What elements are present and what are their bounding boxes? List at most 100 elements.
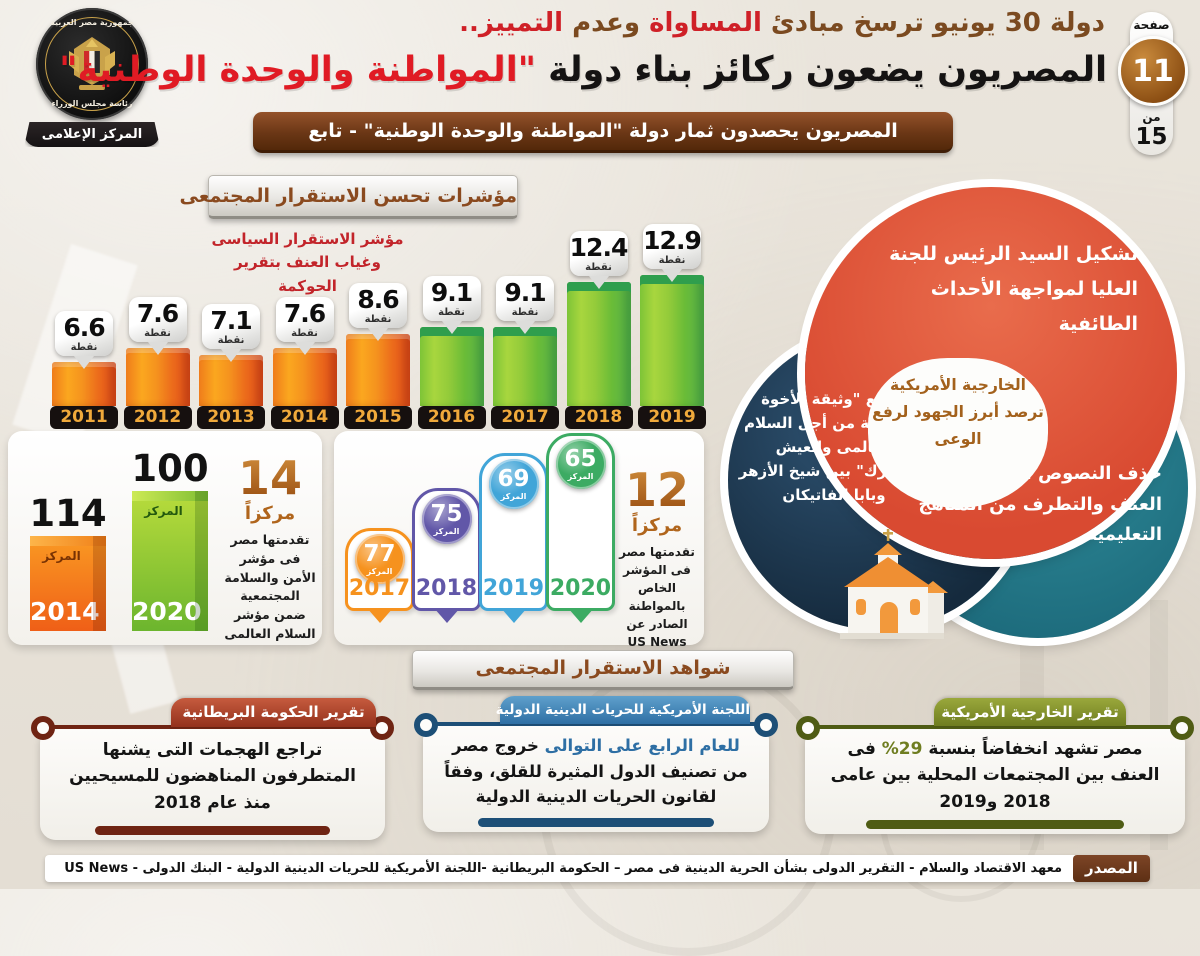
peace-year-2020: 2020 (132, 597, 202, 626)
block-topline (50, 725, 375, 729)
logo-country-text: جمهورية مصر العربية (50, 18, 134, 27)
current-page-circle: 11 (1118, 36, 1188, 106)
bar-2013: 7.1 نقطة 2013 (197, 304, 265, 429)
bar-value: 7.1 (210, 306, 252, 335)
value-callout: 9.1 نقطة (496, 276, 554, 334)
rank-label: المركز (366, 566, 393, 576)
venn-diagram: تشكيل السيد الرئيس للجنة العليا لمواجهة … (710, 175, 1200, 675)
venn-center-text: الخارجية الأمريكية ترصد أبرز الجهود لرفع… (868, 358, 1048, 508)
bar-value: 12.9 (643, 226, 702, 255)
value-callout: 7.1 نقطة (202, 304, 260, 362)
bar-2019: 12.9 نقطة 2019 (638, 224, 706, 429)
rank-label: المركز (42, 549, 81, 563)
peace-note-number: 14 (224, 455, 316, 501)
bar-value: 9.1 (504, 278, 546, 307)
logo-cabinet-text: رئاسة مجلس الوزراء (51, 99, 133, 108)
peace-note-text: تقدمتها مصر فى مؤشر الأمن والسلامة المجت… (224, 532, 316, 641)
peace-index-panel: 114 المركز 2014 100 المركز 2020 14 مركزا… (8, 431, 322, 645)
peace-value-2014: 114 (29, 492, 107, 535)
value-callout: 9.1 نقطة (422, 276, 481, 334)
rank-column-2019: 69 المركز 2019 (479, 453, 548, 611)
bar-year: 2018 (564, 406, 633, 429)
value-callout: 8.6 نقطة (349, 283, 407, 341)
bar-2016: 9.1 نقطة 2016 (417, 276, 486, 429)
eagle-emblem-icon (69, 37, 115, 90)
page-word: صفحة (1133, 18, 1170, 32)
rank-column-2017: 77 المركز 2017 (345, 528, 414, 611)
rank-year: 2019 (482, 576, 545, 601)
evidence-banner: شواهد الاستقرار المجتمعى (412, 650, 794, 690)
bar-unit: نقطة (144, 328, 171, 339)
bar-shaft (199, 355, 263, 406)
bar-value: 12.4 (569, 233, 629, 262)
value-callout: 7.6 نقطة (275, 297, 334, 355)
peace-value-2020: 100 (131, 447, 209, 490)
venn-top-text: تشكيل السيد الرئيس للجنة العليا لمواجهة … (889, 243, 1138, 336)
bar-year: 2019 (638, 406, 706, 429)
bar-2017: 9.1 نقطة 2017 (491, 276, 559, 429)
rank-label: المركز (433, 526, 460, 536)
bar-year: 2011 (50, 406, 118, 429)
rank-column-2018: 75 المركز 2018 (412, 488, 481, 611)
bar-unit: نقطة (70, 342, 98, 353)
bar-2015: 8.6 نقطة 2015 (344, 283, 412, 429)
rank-value: 65 (564, 445, 597, 472)
value-callout: 12.4 نقطة (569, 231, 629, 289)
bar-value: 7.6 (283, 299, 326, 328)
rank-label: المركز (500, 491, 527, 501)
bar-2018: 12.4 نقطة 2018 (564, 231, 633, 429)
ring-icon (1170, 716, 1194, 740)
peace-note-unit: مركزاً (244, 503, 296, 524)
bar-shaft (419, 327, 484, 406)
citizenship-note: 12 مركزاً تقدمتها مصر فى المؤشر الخاص با… (616, 467, 698, 651)
bar-shaft (346, 334, 410, 406)
ring-icon (754, 713, 778, 737)
bar-value: 6.6 (63, 313, 105, 342)
government-logo: جمهورية مصر العربية رئاسة مجلس الوزراء (36, 8, 148, 120)
evidence-block-uscirf: للعام الرابع على التوالى خروج مصر من تصن… (414, 713, 778, 832)
citizenship-note-unit: مركزاً (631, 515, 683, 536)
bar-value: 7.6 (136, 299, 179, 328)
source-bar: المصدر معهد الاقتصاد والسلام - التقرير ا… (45, 855, 1150, 882)
bar-2011: 6.6 نقطة 2011 (50, 311, 118, 429)
bar-year: 2016 (417, 406, 486, 429)
value-callout: 12.9 نقطة (643, 224, 702, 282)
citizenship-panel: 77 المركز 2017 75 المركز 2018 69 المركز 2019 65 ال… (334, 431, 704, 649)
evidence-tab-uk: تقرير الحكومة البريطانية (171, 698, 376, 727)
rank-value: 77 (363, 540, 396, 567)
bar-year: 2015 (344, 406, 412, 429)
value-callout: 6.6 نقطة (55, 311, 113, 369)
bar-unit: نقطة (511, 307, 539, 318)
rank-year: 2020 (549, 576, 612, 601)
evidence-block-us-state: مصر تشهد انخفاضاً بنسبة 29% فى العنف بين… (796, 716, 1194, 834)
evidence-tab-us-state: تقرير الخارجية الأمريكية (934, 698, 1126, 726)
bar-unit: نقطة (291, 328, 318, 339)
ring-icon (796, 716, 820, 740)
main-bar-chart-bars: 6.6 نقطة 2011 7.6 نقطة 2012 7.1 نقطة 2013 7.6 نقطة… (50, 202, 712, 429)
ring-icon (370, 716, 394, 740)
evidence-tab-uscirf: اللجنة الأمريكية للحريات الدينية الدولية (496, 696, 750, 724)
bar-shaft (52, 362, 116, 406)
page-title: المصريون يضعون ركائز بناء دولة "المواطنة… (59, 50, 1107, 90)
rank-badge: 69 المركز (488, 459, 539, 509)
kicker-line: دولة 30 يونيو ترسخ مبادئ المساواة وعدم ا… (459, 8, 1105, 38)
bar-shaft (493, 327, 557, 406)
ring-icon (31, 716, 55, 740)
citizenship-note-number: 12 (616, 467, 698, 513)
rank-value: 75 (430, 500, 463, 527)
bar-value: 8.6 (357, 285, 399, 314)
chart-subtitle: مؤشر الاستقرار السياسى وغياب العنف بتقرير… (211, 230, 404, 295)
of-word: من (1142, 110, 1161, 124)
church-icon (840, 529, 948, 639)
peace-bar-2020: 100 المركز 2020 (131, 450, 209, 631)
bar-unit: نقطة (438, 307, 465, 318)
bar-unit: نقطة (658, 255, 686, 266)
peace-year-2014: 2014 (30, 597, 100, 626)
bar-year: 2013 (197, 406, 265, 429)
chart-title-banner: مؤشرات تحسن الاستقرار المجتمعى (180, 175, 518, 219)
rank-year: 2018 (415, 576, 478, 601)
bar-2014: 7.6 نقطة 2014 (270, 297, 339, 429)
source-text: معهد الاقتصاد والسلام - التقرير الدولى ب… (64, 861, 1062, 876)
bar-year: 2014 (270, 406, 339, 429)
block-topline (815, 725, 1175, 729)
